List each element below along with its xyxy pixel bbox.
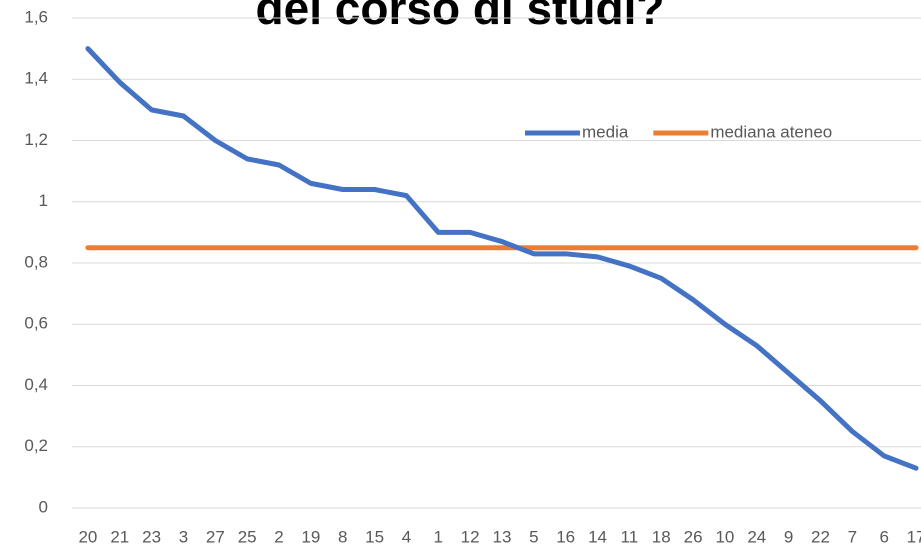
x-tick-label: 7 (848, 527, 857, 546)
x-tick-label: 8 (338, 527, 347, 546)
x-tick-label: 27 (206, 527, 225, 546)
x-tick-label: 22 (811, 527, 830, 546)
x-tick-label: 2 (274, 527, 283, 546)
y-tick-label: 0,8 (24, 252, 48, 271)
x-tick-label: 17 (907, 527, 921, 546)
y-tick-label: 0,6 (24, 314, 48, 333)
y-tick-label: 1,4 (24, 69, 48, 88)
x-tick-label: 4 (402, 527, 411, 546)
x-tick-label: 15 (365, 527, 384, 546)
x-tick-label: 20 (78, 527, 97, 546)
x-tick-label: 10 (715, 527, 734, 546)
x-tick-label: 26 (684, 527, 703, 546)
y-tick-label: 0,4 (24, 375, 48, 394)
line-series (85, 46, 919, 471)
x-tick-label: 21 (110, 527, 129, 546)
legend-label: mediana ateneo (710, 122, 832, 141)
x-tick-label: 3 (179, 527, 188, 546)
x-tick-label: 24 (747, 527, 766, 546)
x-tick-label: 13 (493, 527, 512, 546)
x-tick-label: 11 (621, 527, 639, 546)
y-tick-label: 1 (39, 191, 48, 210)
x-tick-label: 6 (879, 527, 888, 546)
x-tick-label: 9 (784, 527, 793, 546)
x-tick-label: 5 (529, 527, 538, 546)
x-tick-label: 14 (588, 527, 607, 546)
x-tick-label: 12 (461, 527, 480, 546)
x-tick-label: 23 (142, 527, 161, 546)
x-tick-label: 25 (238, 527, 257, 546)
y-tick-label: 1,6 (24, 7, 48, 26)
x-tick-label: 19 (301, 527, 320, 546)
y-tick-label: 1,2 (24, 130, 48, 149)
y-tick-label: 0 (39, 497, 48, 516)
y-tick-label: 0,2 (24, 436, 48, 455)
x-tick-label: 1 (434, 527, 443, 546)
legend-label: media (582, 122, 629, 141)
chart-title: del corso di studi? (256, 0, 665, 34)
x-tick-label: 16 (556, 527, 575, 546)
x-tick-label: 18 (652, 527, 671, 546)
